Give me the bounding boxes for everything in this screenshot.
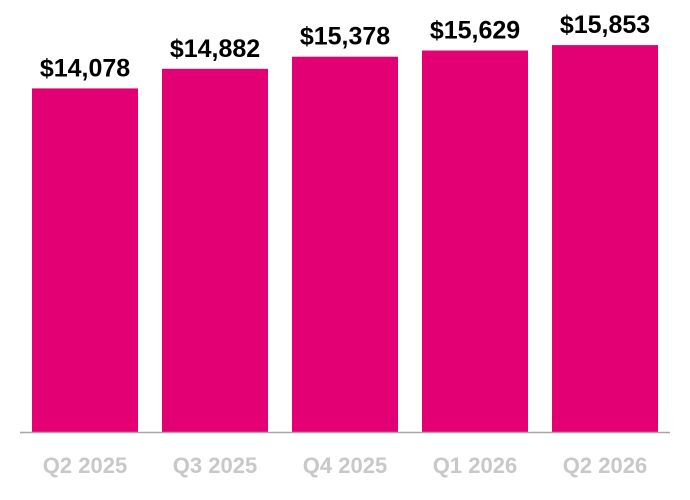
x-tick-labels-group: Q2 2025 Q3 2025 Q4 2025 Q1 2026 Q2 2026 <box>43 453 647 478</box>
x-tick-label: Q2 2025 <box>43 453 127 478</box>
x-tick-label: Q3 2025 <box>173 453 257 478</box>
x-tick-label: Q2 2026 <box>563 453 647 478</box>
bar-value-label: $15,378 <box>300 23 390 51</box>
bar-value-label: $14,882 <box>170 35 260 63</box>
x-tick-label: Q4 2025 <box>303 453 387 478</box>
bar-q1-2026 <box>422 50 528 432</box>
value-labels-group: $14,078 $14,882 $15,378 $15,629 $15,853 <box>40 11 650 82</box>
bar-q4-2025 <box>292 56 398 432</box>
x-tick-label: Q1 2026 <box>433 453 517 478</box>
bar-value-label: $14,078 <box>40 54 130 82</box>
bar-q3-2025 <box>162 68 268 433</box>
bar-value-label: $15,629 <box>430 17 520 45</box>
bar-q2-2025 <box>32 88 138 433</box>
bar-value-label: $15,853 <box>560 11 650 39</box>
bar-q2-2026 <box>552 45 658 432</box>
bars-group <box>32 45 658 433</box>
